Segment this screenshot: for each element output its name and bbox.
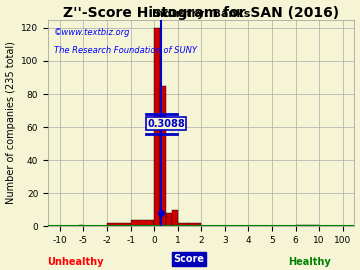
Bar bbox=[154, 28, 160, 226]
Text: 0.3088: 0.3088 bbox=[147, 119, 185, 129]
Title: Z''-Score Histogram for SAN (2016): Z''-Score Histogram for SAN (2016) bbox=[63, 6, 339, 19]
Text: Healthy: Healthy bbox=[288, 257, 331, 267]
Bar bbox=[178, 223, 189, 226]
Bar bbox=[107, 223, 131, 226]
Text: Score: Score bbox=[174, 254, 204, 264]
Text: Industry: Banks: Industry: Banks bbox=[152, 9, 251, 19]
Bar bbox=[79, 225, 84, 226]
Text: Unhealthy: Unhealthy bbox=[47, 257, 103, 267]
Bar bbox=[189, 223, 201, 226]
Bar bbox=[296, 225, 319, 226]
Text: ©www.textbiz.org: ©www.textbiz.org bbox=[54, 28, 131, 37]
Bar bbox=[172, 210, 178, 226]
Text: The Research Foundation of SUNY: The Research Foundation of SUNY bbox=[54, 46, 197, 55]
Y-axis label: Number of companies (235 total): Number of companies (235 total) bbox=[5, 42, 15, 204]
Bar bbox=[166, 213, 172, 226]
Bar bbox=[160, 86, 166, 226]
Bar bbox=[131, 220, 154, 226]
